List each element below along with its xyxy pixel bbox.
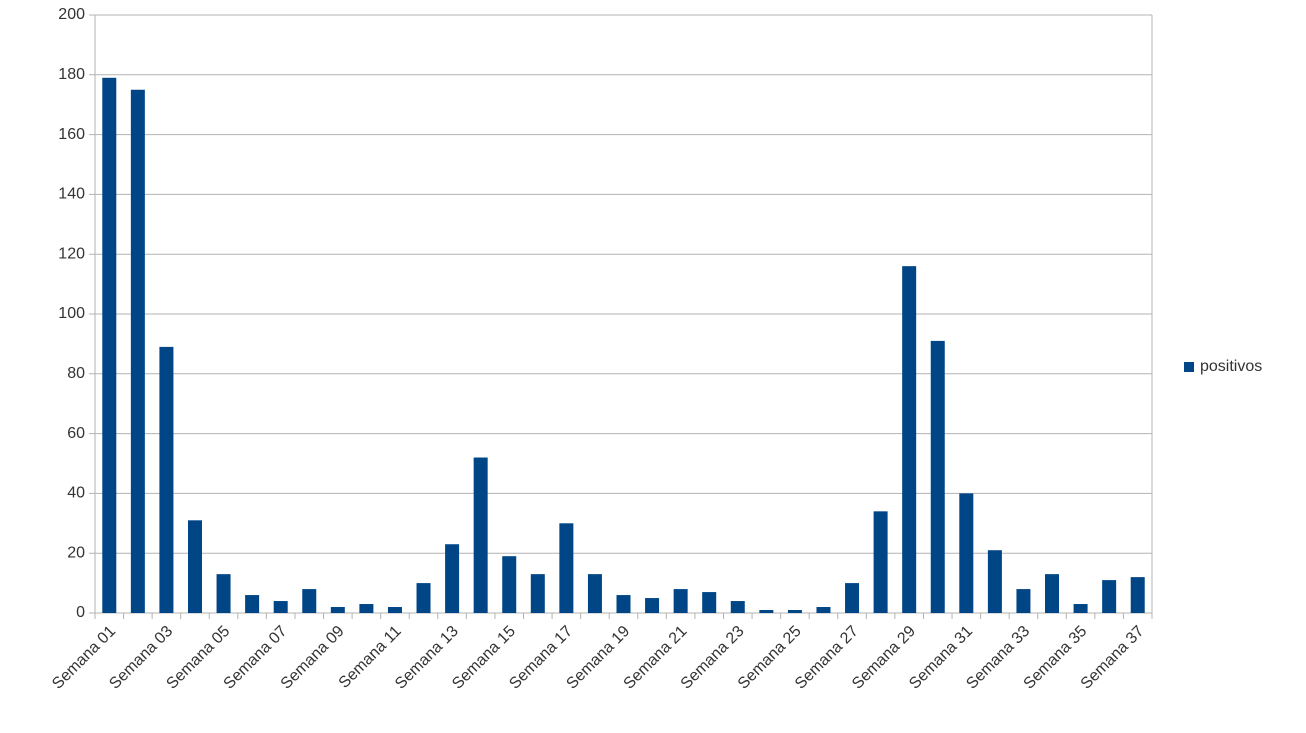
y-tick-label: 140 [58,186,85,203]
bar [816,607,831,613]
bar [302,589,317,613]
bar [359,604,374,613]
bar [673,589,688,613]
legend-swatch [1184,362,1194,372]
bar [1102,580,1117,613]
bar [930,340,945,613]
y-tick-label: 80 [67,365,85,382]
y-tick-label: 180 [58,66,85,83]
bar [102,77,117,614]
bar [502,556,517,613]
bar [245,595,260,613]
bar [216,574,231,613]
y-tick-label: 160 [58,126,85,143]
bar [530,574,545,613]
bar [1130,577,1145,613]
bar [759,610,774,613]
bar [445,544,460,613]
y-tick-label: 60 [67,425,85,442]
bar [845,583,860,613]
bar [873,511,888,613]
y-tick-label: 100 [58,305,85,322]
bar [187,520,202,613]
bar [130,89,145,613]
bar [1073,604,1088,613]
legend-label: positivos [1200,358,1262,375]
bar [273,601,288,613]
bar [959,493,974,613]
y-tick-label: 120 [58,245,85,262]
bar [387,607,402,613]
bar [159,346,174,613]
bar [616,595,631,613]
bar [730,601,745,613]
bar [1016,589,1031,613]
bar [645,598,660,613]
bar [330,607,345,613]
bar [559,523,574,613]
bar [587,574,602,613]
bar [987,550,1002,613]
bar [1045,574,1060,613]
bar [787,610,802,613]
bar [902,266,917,613]
y-tick-label: 20 [67,544,85,561]
bar [473,457,488,613]
y-tick-label: 0 [76,604,85,621]
y-tick-label: 40 [67,485,85,502]
bar [702,592,717,613]
bar [416,583,431,613]
y-tick-label: 200 [58,6,85,23]
